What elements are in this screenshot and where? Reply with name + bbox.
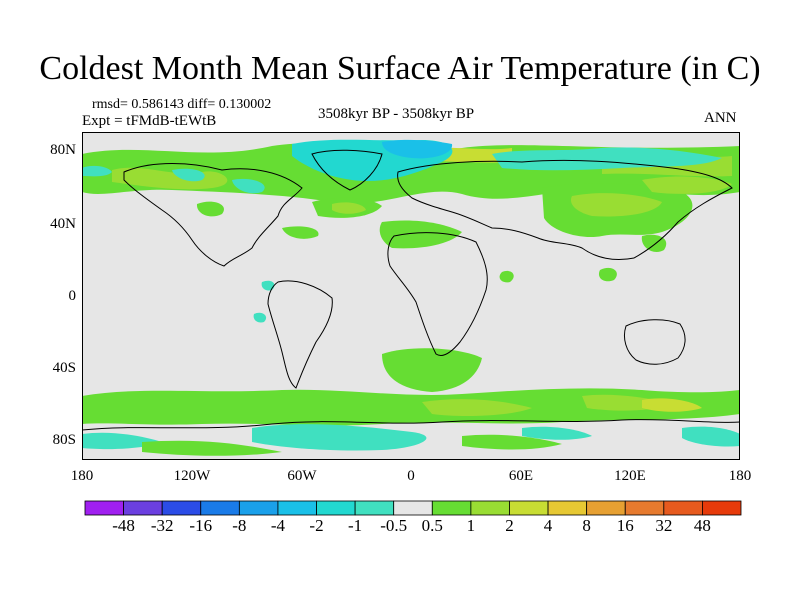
- colorbar-label: -4: [270, 516, 286, 535]
- colorbar-label: 48: [693, 516, 711, 535]
- colorbar-swatch: [586, 500, 626, 516]
- colorbar-label: 0.5: [421, 516, 443, 535]
- colorbar-label: 8: [582, 516, 591, 535]
- coast-north-america: [123, 163, 303, 267]
- colorbar-label: 32: [655, 516, 673, 535]
- colorbar-swatch: [431, 500, 472, 516]
- lon-tick-label: 60E: [508, 468, 534, 484]
- coast-greenland: [311, 149, 383, 191]
- lon-tick-label: 180: [70, 468, 94, 484]
- colorbar-swatch: [624, 500, 665, 516]
- mid-latitude-warm-patches: [196, 176, 732, 253]
- colorbar-swatch: [200, 500, 240, 516]
- lon-tick-label: 0: [407, 468, 415, 484]
- colorbar-label: 2: [505, 516, 514, 535]
- coast-africa: [387, 232, 488, 356]
- coast-south-america: [267, 280, 333, 389]
- colorbar-label: -16: [189, 516, 213, 535]
- colorbar-swatch: [470, 500, 510, 516]
- southern-anomaly-band: [82, 348, 740, 426]
- lon-tick-label: 120E: [614, 468, 646, 484]
- lon-tick-label: 120W: [173, 468, 211, 484]
- lat-tick-label: 80N: [50, 142, 76, 158]
- lat-tick-label: 40S: [52, 360, 76, 376]
- colorbar: [84, 500, 742, 516]
- colorbar-label: -48: [112, 516, 135, 535]
- colorbar-label: -0.5: [380, 516, 408, 535]
- colorbar-swatch: [547, 500, 588, 516]
- coast-australia: [623, 319, 686, 365]
- coast-europe-asia: [397, 159, 733, 261]
- season-label: ANN: [704, 110, 737, 126]
- lon-tick-label: 60W: [287, 468, 317, 484]
- colorbar-swatch: [702, 500, 742, 516]
- colorbar-label: -8: [232, 516, 247, 535]
- colorbar-swatch: [84, 500, 124, 516]
- colorbar-swatch: [161, 500, 202, 516]
- northern-cold-anomalies: [82, 139, 722, 194]
- lon-tick-label: 180: [728, 468, 752, 484]
- colorbar-swatch: [354, 500, 395, 516]
- colorbar-swatch: [509, 500, 549, 516]
- colorbar-label: 1: [466, 516, 476, 535]
- lat-tick-label: 80S: [52, 432, 76, 448]
- colorbar-label: -2: [309, 516, 324, 535]
- colorbar-swatch: [393, 500, 433, 516]
- colorbar-label: -1: [348, 516, 363, 535]
- map-frame: [82, 132, 740, 460]
- period-label: 3508kyr BP - 3508kyr BP: [318, 106, 475, 122]
- coastlines: [82, 149, 740, 431]
- coast-antarctica: [82, 419, 740, 431]
- colorbar-swatch: [663, 500, 703, 516]
- colorbar-swatch: [316, 500, 356, 516]
- colorbar-swatch: [123, 500, 163, 516]
- lat-tick-label: 40N: [50, 216, 76, 232]
- lat-tick-label: 0: [68, 288, 77, 304]
- plot-title: Coldest Month Mean Surface Air Temperatu…: [39, 50, 761, 87]
- antarctic-cold-anomalies: [82, 424, 740, 456]
- experiment-label: Expt = tFMdB-tEWtB: [82, 113, 217, 129]
- colorbar-swatch: [277, 500, 317, 516]
- colorbar-label: -32: [150, 516, 174, 535]
- stats-line: rmsd= 0.586143 diff= 0.130002: [92, 97, 272, 112]
- colorbar-swatch: [238, 500, 279, 516]
- temperature-map: [82, 132, 740, 460]
- colorbar-label: 4: [543, 516, 553, 535]
- tropical-patches: [253, 267, 617, 323]
- colorbar-label: 16: [616, 516, 634, 535]
